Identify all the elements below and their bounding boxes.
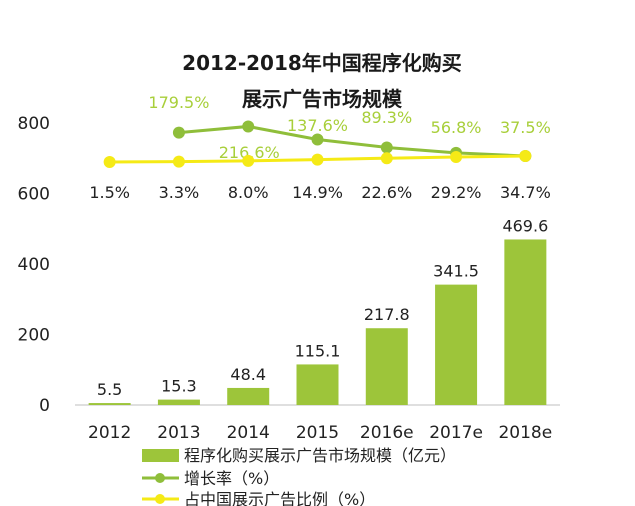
- growth-value-label: 179.5%: [148, 93, 209, 112]
- legend-item-growth: 增长率（%）: [142, 469, 279, 488]
- bar: [88, 403, 131, 405]
- share-marker: [103, 156, 116, 168]
- bar-value-label: 5.5: [97, 380, 122, 399]
- bar: [296, 364, 339, 405]
- bar: [504, 239, 547, 405]
- growth-value-label: 137.6%: [287, 116, 348, 135]
- share-marker: [172, 155, 185, 168]
- growth-labels: 179.5% 137.6% 89.3% 56.8% 37.5% 216.6%: [148, 93, 550, 162]
- y-axis-ticks: 0 200 400 600 800: [18, 114, 50, 416]
- growth-value-label: 37.5%: [500, 118, 551, 137]
- x-tick-label: 2013: [157, 423, 200, 443]
- share-labels: 1.5% 3.3% 8.0% 14.9% 22.6% 29.2% 34.7%: [89, 183, 550, 202]
- bar-value-label: 217.8: [364, 305, 410, 324]
- share-value-label: 3.3%: [159, 183, 200, 202]
- y-tick-label: 400: [18, 255, 50, 275]
- share-value-label: 29.2%: [431, 183, 482, 202]
- growth-marker: [311, 133, 324, 146]
- bar: [365, 328, 408, 405]
- y-tick-label: 0: [39, 396, 50, 416]
- share-value-label: 14.9%: [292, 183, 343, 202]
- share-line-series: [103, 150, 532, 168]
- bar: [227, 387, 270, 405]
- share-marker: [311, 153, 324, 166]
- legend-item-share: 占中国展示广告比例（%）: [142, 490, 375, 506]
- y-tick-label: 800: [18, 114, 50, 134]
- legend-label-growth: 增长率（%）: [184, 469, 279, 488]
- share-marker: [380, 152, 393, 165]
- x-tick-label: 2015: [296, 423, 339, 443]
- share-value-label: 8.0%: [228, 183, 269, 202]
- bar-value-label: 469.6: [502, 216, 548, 235]
- legend: 程序化购买展示广告市场规模（亿元） 增长率（%） 占中国展示广告比例（%）: [142, 446, 456, 506]
- bar-labels: 5.5 15.3 48.4 115.1 217.8 341.5 469.6: [97, 216, 548, 399]
- growth-marker: [172, 126, 185, 139]
- growth-value-label: 89.3%: [361, 108, 412, 127]
- share-marker: [519, 150, 532, 163]
- x-tick-label: 2016e: [360, 423, 414, 443]
- bar: [157, 399, 200, 405]
- bar-value-label: 341.5: [433, 262, 479, 281]
- growth-marker: [380, 141, 393, 154]
- y-tick-label: 200: [18, 326, 50, 346]
- legend-label-bar: 程序化购买展示广告市场规模（亿元）: [184, 446, 456, 465]
- legend-swatch-share-marker: [155, 494, 165, 504]
- bar-value-label: 115.1: [295, 341, 341, 360]
- growth-line: [178, 124, 526, 158]
- x-tick-label: 2012: [88, 423, 131, 443]
- bar-series: [88, 239, 547, 405]
- growth-value-label: 216.6%: [219, 143, 280, 162]
- x-tick-label: 2018e: [498, 423, 552, 443]
- chart-title-line-1: 2012-2018年中国程序化购买: [182, 51, 462, 75]
- bar-value-label: 48.4: [230, 365, 266, 384]
- legend-swatch-bar: [142, 449, 179, 462]
- legend-label-share: 占中国展示广告比例（%）: [184, 490, 375, 506]
- x-tick-label: 2017e: [429, 423, 483, 443]
- growth-value-label: 56.8%: [431, 118, 482, 137]
- y-tick-label: 600: [18, 185, 50, 205]
- growth-marker: [242, 120, 255, 133]
- chart-title-line-2: 展示广告市场规模: [242, 87, 403, 111]
- share-marker: [242, 154, 255, 167]
- legend-item-bar: 程序化购买展示广告市场规模（亿元）: [142, 446, 456, 465]
- share-value-label: 22.6%: [361, 183, 412, 202]
- bar-value-label: 15.3: [161, 377, 197, 396]
- share-value-label: 34.7%: [500, 183, 551, 202]
- x-axis-ticks: 2012 2013 2014 2015 2016e 2017e 2018e: [88, 423, 552, 443]
- share-value-label: 1.5%: [89, 183, 130, 202]
- share-marker: [450, 151, 463, 164]
- x-tick-label: 2014: [227, 423, 270, 443]
- bar: [435, 284, 478, 405]
- legend-swatch-growth-marker: [155, 473, 165, 483]
